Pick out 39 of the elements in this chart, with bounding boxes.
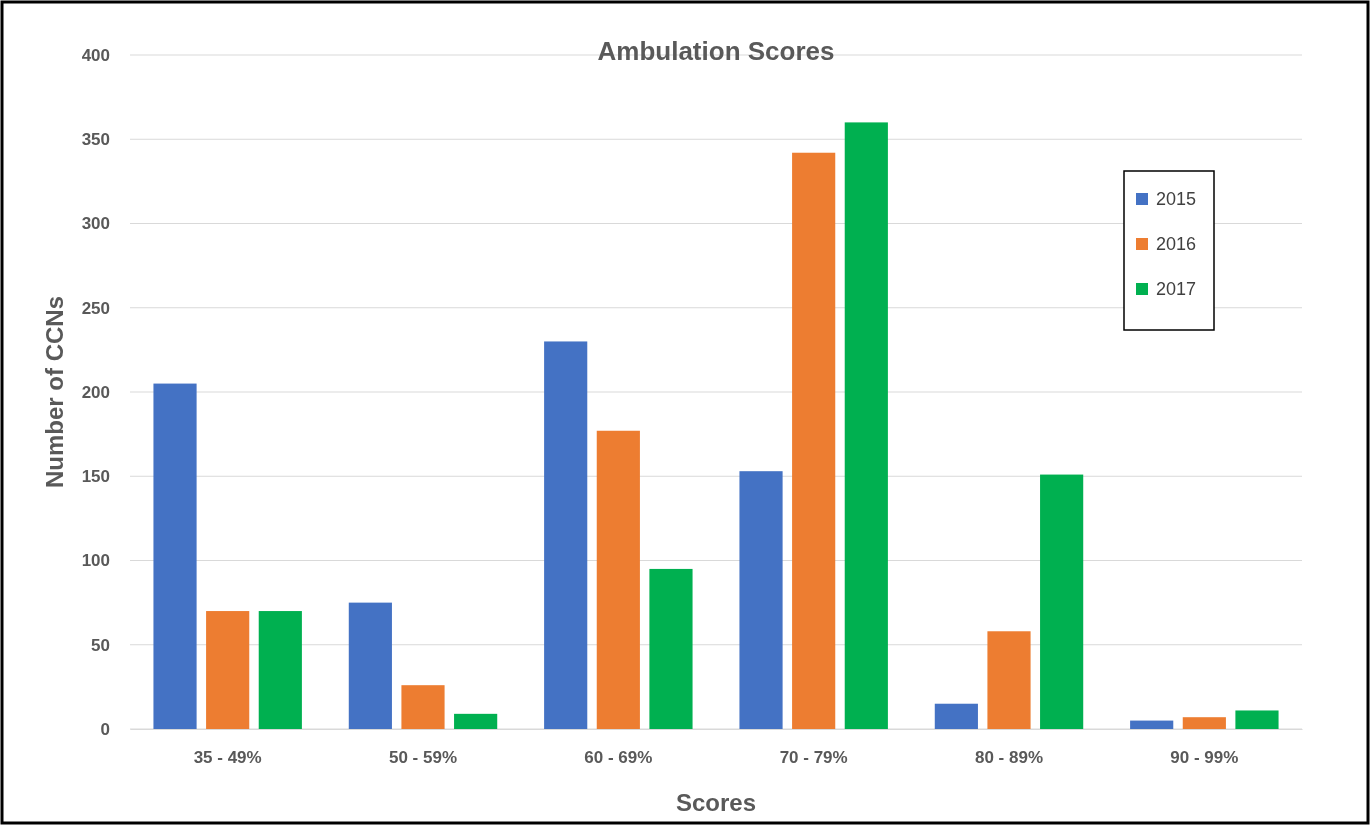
x-tick-label: 90 - 99% [1170,748,1239,768]
x-tick-label: 50 - 59% [388,748,458,768]
bar [1235,710,1279,729]
bar [649,568,693,729]
y-tick-label: 200 [81,382,110,402]
x-tick-label: 80 - 89% [974,748,1044,768]
y-tick-label: 250 [81,298,110,318]
chart-title: Ambulation Scores [597,36,835,66]
x-axis-title: Scores [675,789,757,816]
bar [596,430,640,729]
y-tick-label: 350 [81,130,110,150]
bar [206,611,250,729]
bar [454,713,498,729]
bar [348,602,392,729]
legend-label: 2015 [1156,189,1197,209]
bar [1130,720,1174,729]
x-tick-label: 70 - 79% [779,748,848,768]
legend-label: 2016 [1156,234,1197,254]
x-tick-label: 35 - 49% [193,748,262,768]
y-tick-label: 300 [81,214,110,234]
y-tick-label: 50 [91,635,110,655]
bar [1040,474,1084,729]
y-tick-label: 100 [81,551,110,571]
bar [934,703,978,729]
x-tick-label: 60 - 69% [584,748,653,768]
y-tick-label: 400 [81,45,110,65]
bar [739,471,783,729]
y-tick-label: 0 [100,719,110,739]
bar [792,152,836,729]
y-tick-label: 150 [81,467,110,487]
bar [1182,717,1226,729]
bar [401,685,445,729]
legend-label: 2017 [1156,279,1197,299]
bar [153,383,197,729]
y-axis-title: Number of CCNs [41,295,68,489]
bar [844,122,888,729]
bar [987,631,1031,729]
bar [544,341,588,729]
bar [258,611,302,729]
